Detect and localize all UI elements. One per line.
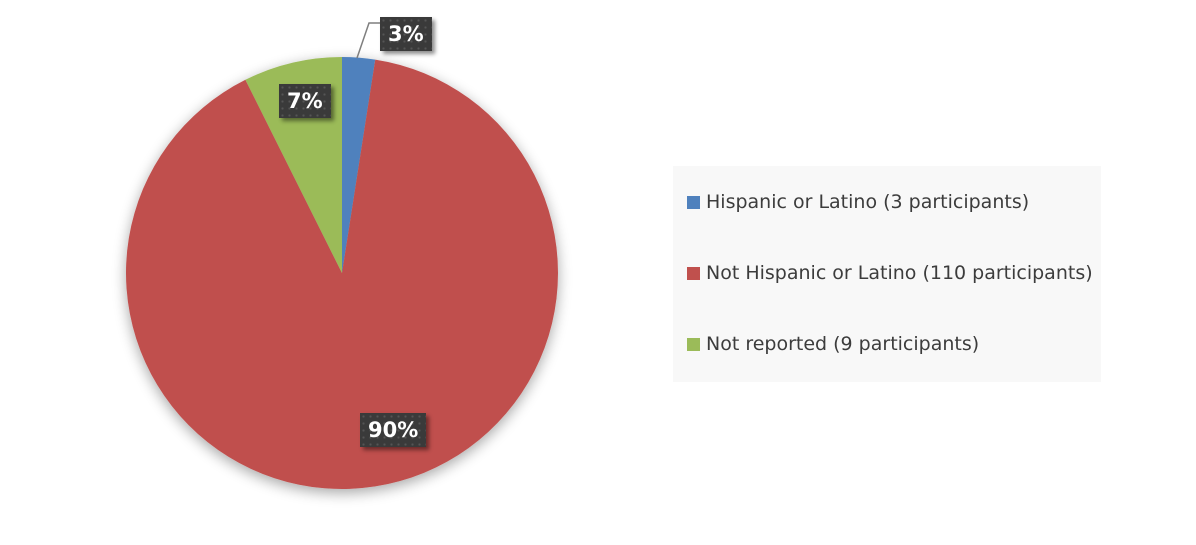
pie-slice-not-hispanic <box>125 59 558 489</box>
legend-swatch-green <box>687 337 700 351</box>
data-label-hispanic: 3% <box>380 17 432 51</box>
legend-label: Hispanic or Latino (3 participants) <box>706 191 1030 213</box>
legend-swatch-blue <box>687 195 700 209</box>
legend-label: Not Hispanic or Latino (110 participants… <box>706 262 1093 284</box>
data-label-not-reported: 7% <box>279 84 331 118</box>
legend-item-hispanic: Hispanic or Latino (3 participants) <box>687 191 1029 213</box>
legend-item-not-reported: Not reported (9 participants) <box>687 333 979 355</box>
chart-legend: Hispanic or Latino (3 participants) Not … <box>673 166 1101 382</box>
legend-label: Not reported (9 participants) <box>706 333 980 355</box>
legend-item-not-hispanic: Not Hispanic or Latino (110 participants… <box>687 262 1093 284</box>
data-label-not-hispanic: 90% <box>360 413 427 447</box>
legend-swatch-red <box>687 266 700 280</box>
pie-slice-hispanic <box>342 57 376 273</box>
leader-line <box>356 22 380 59</box>
